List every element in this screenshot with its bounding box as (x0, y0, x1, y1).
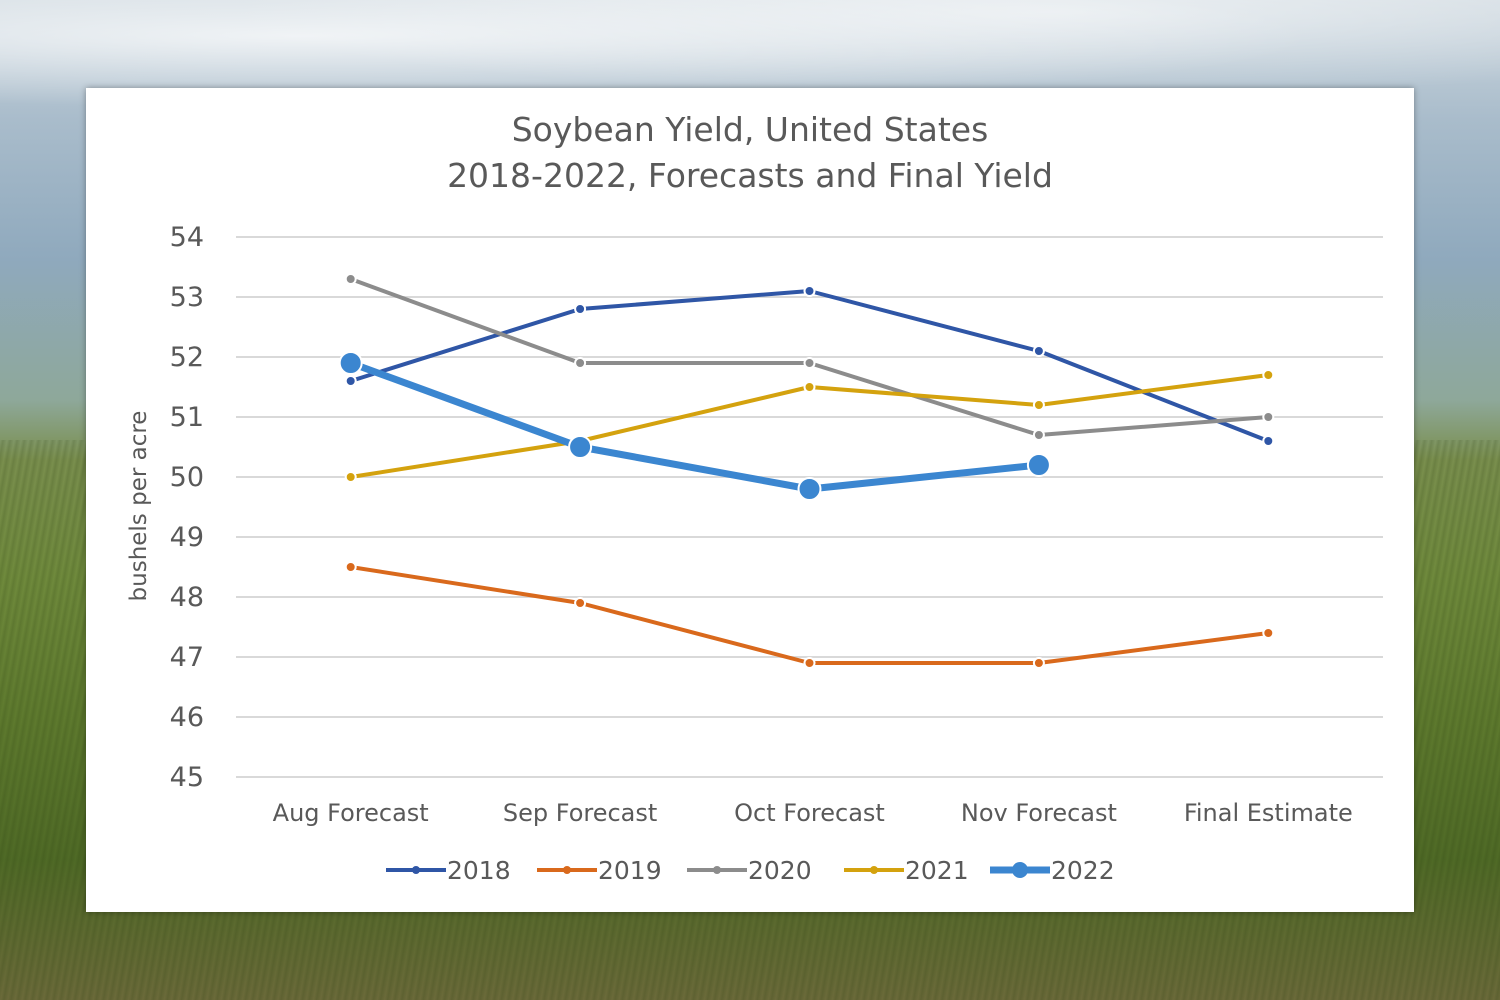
legend-swatch-marker (870, 866, 878, 874)
series-line-2019 (350, 565, 1269, 665)
y-axis-label: bushels per acre (126, 411, 152, 602)
x-tick-label: Oct Forecast (734, 799, 885, 827)
legend-entry-2021: 2021 (844, 856, 969, 885)
data-point-2018 (1032, 345, 1045, 357)
data-point-2020 (1262, 411, 1275, 423)
y-tick-label: 47 (170, 642, 204, 673)
data-point-2020 (344, 273, 357, 285)
x-axis-ticks: Aug Forecast Sep Forecast Oct Forecast Nov … (273, 799, 1353, 827)
series-2019 (344, 561, 1275, 669)
y-tick-label: 50 (170, 462, 204, 493)
chart-title-line-1: Soybean Yield, United States (511, 110, 989, 149)
legend-entry-2018: 2018 (386, 856, 511, 885)
legend: 2018 2019 2020 2021 2022 (386, 856, 1115, 885)
line-chart: 45 46 47 48 49 50 51 52 53 54 Aug Forecast Sep For… (126, 222, 1383, 885)
y-tick-label: 46 (170, 702, 204, 733)
legend-entry-2020: 2020 (687, 856, 812, 885)
data-point-2019 (1032, 657, 1045, 669)
y-tick-label: 52 (170, 342, 204, 373)
gridlines (236, 236, 1383, 778)
y-tick-label: 49 (170, 522, 204, 553)
data-point-2019 (803, 657, 816, 669)
data-point-2022 (797, 477, 822, 501)
data-point-2021 (803, 381, 816, 393)
y-tick-label: 54 (170, 222, 204, 253)
legend-swatch-marker (563, 866, 571, 874)
data-point-2020 (803, 357, 816, 369)
data-point-2018 (344, 375, 357, 387)
data-point-2022 (338, 351, 363, 375)
y-tick-label: 51 (170, 402, 204, 433)
legend-entry-2019: 2019 (537, 856, 662, 885)
data-point-2022 (568, 435, 593, 459)
legend-swatch-marker (412, 866, 420, 874)
y-tick-label: 45 (170, 762, 204, 793)
legend-label: 2019 (598, 856, 662, 885)
chart-panel: Soybean Yield, United States 2018-2022, … (86, 88, 1414, 912)
legend-swatch-marker (1012, 862, 1028, 878)
legend-label: 2018 (447, 856, 511, 885)
data-point-2021 (344, 471, 357, 483)
chart-title-line-2: 2018-2022, Forecasts and Final Yield (447, 156, 1053, 195)
series-2022 (338, 351, 1051, 501)
data-point-2020 (574, 357, 587, 369)
data-point-2019 (574, 597, 587, 609)
legend-label: 2022 (1051, 856, 1115, 885)
y-tick-label: 48 (170, 582, 204, 613)
series-lines (338, 273, 1275, 669)
legend-label: 2021 (905, 856, 969, 885)
data-point-2019 (1262, 627, 1275, 639)
legend-entry-2022: 2022 (990, 856, 1115, 885)
data-point-2018 (803, 285, 816, 297)
x-tick-label: Final Estimate (1184, 799, 1353, 827)
series-line-2022 (349, 359, 1040, 493)
data-point-2021 (1032, 399, 1045, 411)
legend-label: 2020 (748, 856, 812, 885)
data-point-2021 (1262, 369, 1275, 381)
data-point-2019 (344, 561, 357, 573)
data-point-2022 (1026, 453, 1051, 477)
series-2020 (344, 273, 1275, 441)
legend-swatch-marker (713, 866, 721, 874)
y-axis-ticks: 45 46 47 48 49 50 51 52 53 54 (170, 222, 204, 793)
data-point-2020 (1032, 429, 1045, 441)
x-tick-label: Nov Forecast (961, 799, 1117, 827)
data-point-2018 (1262, 435, 1275, 447)
data-point-2018 (574, 303, 587, 315)
x-tick-label: Sep Forecast (503, 799, 657, 827)
y-tick-label: 53 (170, 282, 204, 313)
x-tick-label: Aug Forecast (273, 799, 429, 827)
